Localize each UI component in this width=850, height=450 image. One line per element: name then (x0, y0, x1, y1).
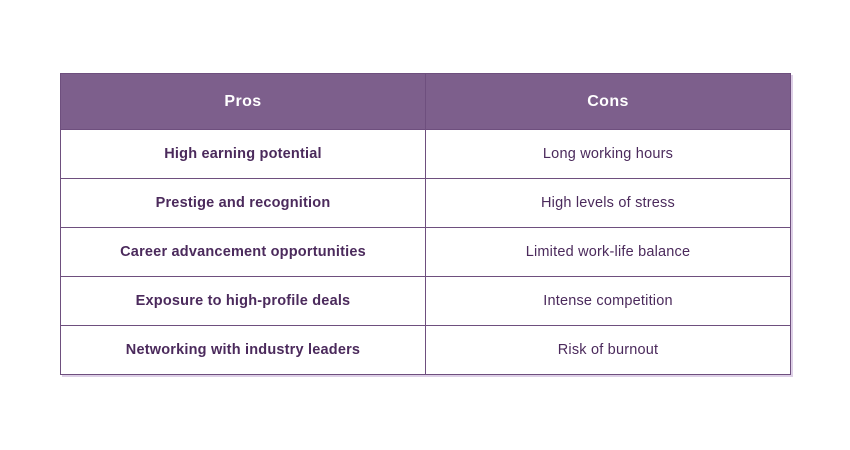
table-row: Networking with industry leaders Risk of… (60, 325, 791, 375)
con-cell: Limited work-life balance (425, 227, 791, 277)
con-cell: Risk of burnout (425, 325, 791, 375)
pro-cell: Prestige and recognition (60, 178, 426, 228)
con-cell: High levels of stress (425, 178, 791, 228)
cons-column-header: Cons (425, 73, 791, 130)
table-row: Exposure to high-profile deals Intense c… (60, 276, 791, 326)
pros-column-header: Pros (60, 73, 426, 130)
pro-cell: Exposure to high-profile deals (60, 276, 426, 326)
pro-cell: High earning potential (60, 129, 426, 179)
table-header-row: Pros Cons (60, 73, 791, 130)
pro-cell: Career advancement opportunities (60, 227, 426, 277)
table-row: Prestige and recognition High levels of … (60, 178, 791, 228)
table-row: High earning potential Long working hour… (60, 129, 791, 179)
pros-cons-table: Pros Cons High earning potential Long wo… (60, 73, 791, 375)
pro-cell: Networking with industry leaders (60, 325, 426, 375)
con-cell: Long working hours (425, 129, 791, 179)
con-cell: Intense competition (425, 276, 791, 326)
table-row: Career advancement opportunities Limited… (60, 227, 791, 277)
